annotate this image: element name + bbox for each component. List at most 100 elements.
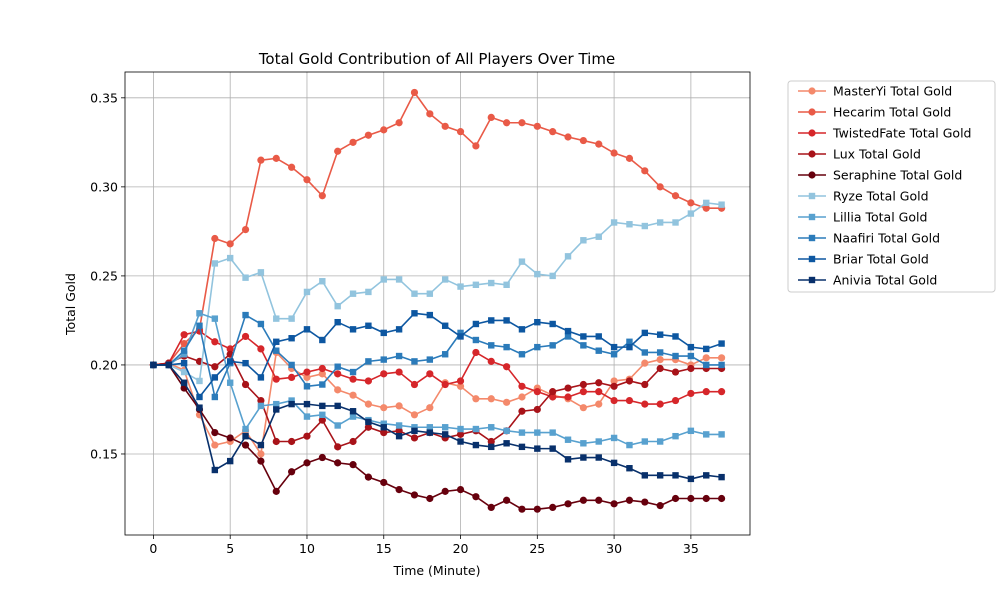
data-point bbox=[641, 438, 649, 445]
legend-item: Lillia Total Gold bbox=[798, 210, 927, 225]
data-point bbox=[656, 355, 664, 364]
data-point bbox=[472, 320, 480, 328]
legend-label: TwistedFate Total Gold bbox=[832, 126, 971, 141]
data-point bbox=[595, 140, 603, 148]
series-line bbox=[153, 364, 722, 510]
legend-item: Anivia Total Gold bbox=[798, 273, 937, 288]
data-point bbox=[656, 438, 664, 445]
data-point bbox=[610, 382, 618, 390]
data-point bbox=[564, 393, 572, 401]
data-point bbox=[457, 329, 464, 337]
data-point bbox=[411, 424, 418, 431]
data-point bbox=[641, 498, 649, 506]
data-point bbox=[456, 377, 465, 385]
data-point bbox=[656, 331, 664, 338]
legend-item: Lux Total Gold bbox=[798, 147, 921, 162]
data-point bbox=[242, 432, 249, 440]
series-6 bbox=[150, 310, 725, 449]
data-point bbox=[503, 119, 511, 127]
data-point bbox=[579, 496, 587, 504]
data-point bbox=[180, 379, 188, 386]
data-point bbox=[426, 429, 434, 436]
data-point bbox=[503, 398, 511, 406]
data-point bbox=[441, 322, 449, 329]
data-point bbox=[671, 192, 680, 200]
data-point bbox=[702, 494, 710, 503]
data-point bbox=[180, 359, 188, 367]
x-tick-label: 20 bbox=[453, 541, 469, 556]
data-point bbox=[272, 375, 280, 383]
data-point bbox=[503, 427, 510, 435]
data-point bbox=[318, 192, 326, 200]
data-point bbox=[488, 342, 495, 349]
data-point bbox=[257, 320, 265, 328]
data-point bbox=[211, 260, 219, 267]
data-point bbox=[395, 276, 403, 283]
data-point bbox=[703, 361, 710, 369]
data-point bbox=[257, 441, 265, 449]
data-point bbox=[564, 333, 572, 340]
y-tick-label: 0.30 bbox=[90, 179, 118, 194]
data-point bbox=[534, 343, 541, 351]
data-point bbox=[671, 494, 680, 503]
data-point bbox=[318, 364, 326, 373]
legend-marker bbox=[808, 171, 816, 179]
data-point bbox=[334, 302, 341, 310]
data-point bbox=[365, 418, 372, 426]
data-point bbox=[334, 318, 341, 326]
data-point bbox=[395, 422, 403, 429]
legend-label: Hecarim Total Gold bbox=[833, 105, 951, 120]
data-point bbox=[564, 436, 572, 443]
data-point bbox=[534, 429, 541, 436]
data-point bbox=[303, 400, 311, 408]
y-tick-label: 0.20 bbox=[90, 357, 118, 372]
data-point bbox=[671, 368, 680, 376]
data-point bbox=[196, 377, 203, 385]
data-point bbox=[580, 333, 587, 340]
data-point bbox=[303, 368, 311, 376]
data-point bbox=[625, 154, 634, 162]
data-point bbox=[288, 335, 295, 342]
data-point bbox=[242, 425, 249, 433]
data-point bbox=[180, 331, 188, 339]
x-tick-label: 0 bbox=[149, 541, 157, 556]
y-tick-label: 0.25 bbox=[90, 268, 118, 283]
data-point bbox=[702, 204, 710, 212]
data-point bbox=[518, 393, 526, 401]
data-point bbox=[626, 465, 633, 472]
data-point bbox=[441, 424, 449, 431]
data-point bbox=[549, 388, 557, 396]
data-point bbox=[334, 147, 342, 155]
data-point bbox=[687, 343, 695, 351]
data-point bbox=[672, 472, 679, 479]
data-point bbox=[441, 431, 449, 438]
legend-item: Briar Total Gold bbox=[798, 252, 929, 267]
data-point bbox=[273, 315, 280, 322]
data-point bbox=[472, 281, 480, 289]
data-point bbox=[196, 404, 203, 411]
legend-label: Naafiri Total Gold bbox=[833, 231, 940, 246]
data-point bbox=[687, 389, 695, 398]
data-point bbox=[687, 475, 695, 483]
data-point bbox=[687, 210, 695, 217]
data-point bbox=[211, 363, 219, 371]
legend-marker bbox=[808, 276, 816, 284]
legend-marker bbox=[808, 234, 816, 242]
data-point bbox=[610, 459, 618, 467]
data-point bbox=[457, 438, 464, 445]
legend-label: MasterYi Total Gold bbox=[833, 84, 952, 99]
x-axis-label: Time (Minute) bbox=[392, 563, 480, 578]
data-point bbox=[703, 345, 710, 353]
legend-marker bbox=[808, 213, 816, 221]
data-point bbox=[534, 445, 541, 452]
data-point bbox=[257, 345, 265, 353]
data-point bbox=[656, 183, 664, 191]
data-point bbox=[518, 407, 526, 415]
data-point bbox=[410, 88, 419, 97]
data-point bbox=[564, 133, 572, 141]
data-point bbox=[579, 404, 587, 412]
data-point bbox=[364, 377, 372, 385]
data-point bbox=[472, 441, 480, 449]
data-point bbox=[549, 128, 557, 136]
data-point bbox=[687, 427, 695, 435]
